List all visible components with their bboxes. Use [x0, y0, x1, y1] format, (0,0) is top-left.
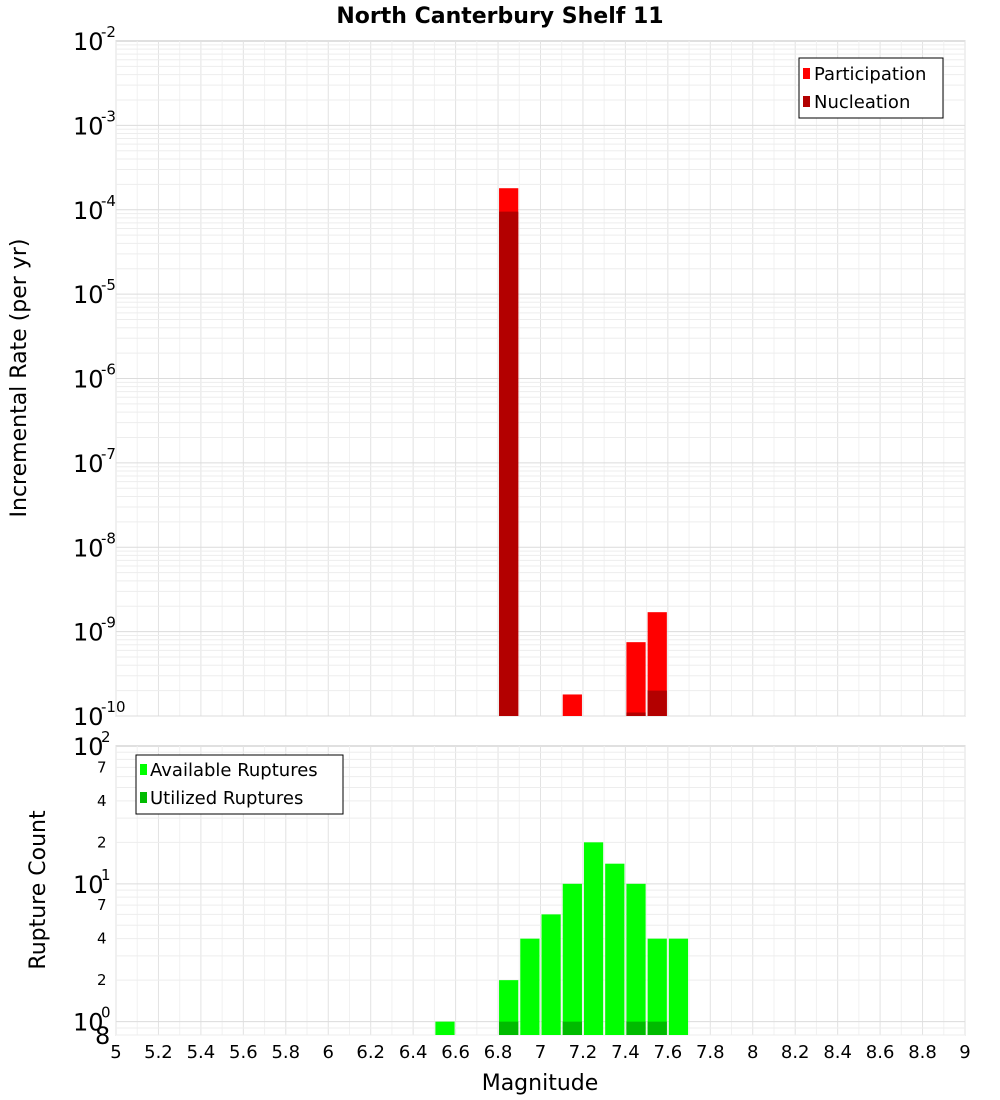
x-tick-label: 7: [535, 1042, 546, 1063]
y-tick-label: 10: [73, 619, 104, 647]
count-bar-utilized-ruptures: [626, 1021, 646, 1035]
x-tick-label: 5.6: [229, 1042, 258, 1063]
rate-panel: 10-210-310-410-510-610-710-810-910-10 In…: [7, 23, 966, 731]
rate-bar-nucleation: [626, 712, 646, 716]
y-tick-exponent: -4: [101, 192, 116, 210]
legend-swatch-participation: [803, 68, 810, 79]
x-tick-label: 8.2: [781, 1042, 810, 1063]
count-bar-utilized-ruptures: [499, 1021, 519, 1035]
y-tick-label: 10: [73, 534, 104, 562]
y-minor-tick-label: 4: [97, 792, 107, 810]
x-tick-label: 5.4: [187, 1042, 216, 1063]
count-bar-available-ruptures: [541, 914, 561, 1035]
rate-bar-participation: [647, 612, 667, 716]
x-tick-label: 6.2: [356, 1042, 385, 1063]
x-tick-label: 7.8: [696, 1042, 725, 1063]
rate-bar-participation: [562, 694, 582, 716]
y-tick-exponent: -8: [101, 529, 116, 547]
x-tick-label: 5.8: [271, 1042, 300, 1063]
y-tick-label: 10: [73, 703, 104, 731]
count-bar-available-ruptures: [668, 938, 689, 1035]
y-minor-tick-label: 7: [97, 758, 107, 776]
y-tick-label: 10: [73, 197, 104, 225]
count-bar-available-ruptures: [583, 842, 604, 1035]
y-minor-tick-label: 2: [97, 833, 107, 851]
y-tick-label: 10: [73, 871, 104, 899]
count-legend-box: [135, 754, 344, 815]
count-bar-available-ruptures: [520, 938, 540, 1035]
x-tick-label: 8.4: [823, 1042, 852, 1063]
y-tick-exponent: 2: [101, 728, 111, 746]
count-bar-utilized-ruptures: [647, 1021, 667, 1035]
y-tick-label: 10: [73, 733, 104, 761]
count-y-axis-title: Rupture Count: [26, 810, 51, 970]
y-tick-exponent: -5: [101, 276, 116, 294]
y-tick-label: 10: [73, 450, 104, 478]
count-legend: Available Ruptures Utilized Ruptures: [135, 754, 344, 815]
count-bar-available-ruptures: [435, 1021, 455, 1035]
x-tick-label: 9: [959, 1042, 970, 1063]
legend-swatch-available: [140, 764, 147, 775]
y-tick-exponent: -10: [101, 698, 126, 716]
count-bar-utilized-ruptures: [562, 1021, 582, 1035]
x-tick-label: 6.6: [441, 1042, 470, 1063]
count-bar-available-ruptures: [499, 980, 519, 1035]
rate-legend-box: [798, 57, 944, 119]
legend-label-nucleation: Nucleation: [814, 92, 910, 113]
y-tick-exponent: -2: [101, 23, 116, 41]
magnitude-tick-labels: 5 5.2 5.4 5.6 5.8 6 6.2 6.4 6.6 6.8 7 7.2 7.4 7.6 7.8 8…: [110, 1042, 970, 1063]
x-tick-label: 8.6: [866, 1042, 895, 1063]
rate-legend: Participation Nucleation: [798, 57, 944, 119]
x-tick-label: 6.8: [484, 1042, 513, 1063]
rate-y-tick-labels: 10-210-310-410-510-610-710-810-910-10: [73, 23, 126, 731]
y-tick-exponent: -6: [101, 361, 116, 379]
y-tick-label: 10: [73, 366, 104, 394]
y-tick-exponent: -7: [101, 445, 116, 463]
count-bar-available-ruptures: [647, 938, 667, 1035]
legend-swatch-nucleation: [803, 96, 810, 107]
rate-bars: [499, 188, 667, 717]
x-tick-label: 8.8: [908, 1042, 937, 1063]
y-tick-label: 10: [73, 28, 104, 56]
count-bar-available-ruptures: [562, 883, 582, 1035]
legend-label-available: Available Ruptures: [150, 760, 318, 781]
count-bar-available-ruptures: [626, 883, 646, 1035]
rate-y-axis-title: Incremental Rate (per yr): [7, 239, 32, 518]
y-minor-tick-label: 2: [97, 971, 107, 989]
x-tick-label: 6.4: [399, 1042, 428, 1063]
y-tick-exponent: 0: [101, 1004, 111, 1022]
x-tick-label: 5: [110, 1042, 121, 1063]
x-axis-title: Magnitude: [482, 1071, 599, 1096]
y-tick-exponent: 1: [101, 866, 111, 884]
rate-bar-participation: [626, 642, 646, 716]
legend-label-participation: Participation: [814, 64, 926, 85]
legend-label-utilized: Utilized Ruptures: [150, 788, 303, 809]
count-gridlines: [115, 746, 966, 1036]
x-tick-label: 5.2: [144, 1042, 173, 1063]
rate-bar-nucleation: [647, 690, 667, 716]
y-tick-exponent: -9: [101, 614, 116, 632]
x-tick-label: 8: [747, 1042, 758, 1063]
y-minor-tick-label: 8: [95, 1022, 110, 1050]
x-tick-label: 7.6: [654, 1042, 683, 1063]
y-tick-label: 10: [73, 281, 104, 309]
chart-title: North Canterbury Shelf 11: [336, 4, 663, 29]
y-tick-label: 10: [73, 112, 104, 140]
x-tick-label: 7.2: [569, 1042, 598, 1063]
x-tick-label: 6: [323, 1042, 334, 1063]
legend-swatch-utilized: [140, 792, 147, 803]
count-bar-available-ruptures: [605, 863, 625, 1035]
rate-bar-nucleation: [499, 211, 519, 716]
y-minor-tick-label: 7: [97, 896, 107, 914]
y-minor-tick-label: 4: [97, 930, 107, 948]
x-tick-label: 7.4: [611, 1042, 640, 1063]
count-bars: [435, 842, 689, 1035]
y-tick-label: 10: [73, 1009, 104, 1037]
y-tick-exponent: -3: [101, 107, 116, 125]
rate-gridlines: [115, 41, 966, 717]
